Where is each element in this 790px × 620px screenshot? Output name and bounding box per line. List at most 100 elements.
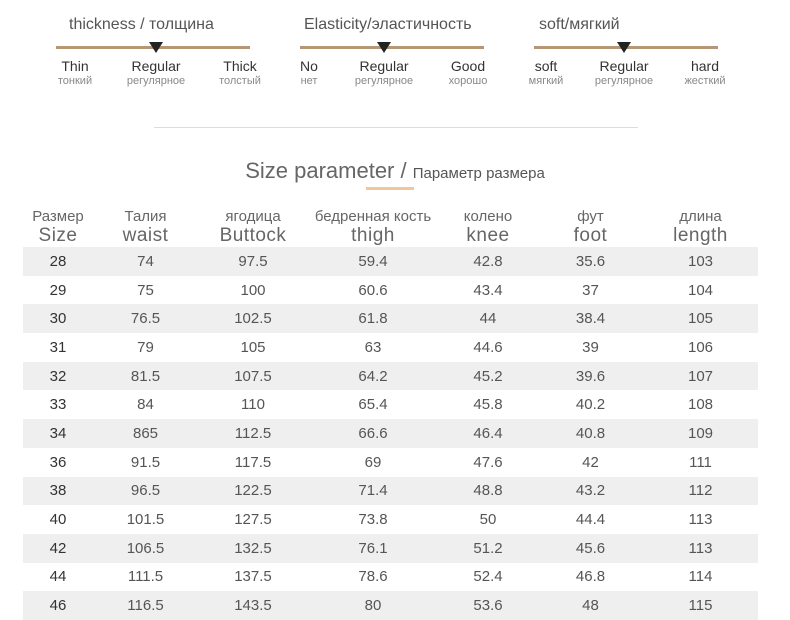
table-cell: 39 [582, 338, 599, 356]
table-row: 40 101.5 127.5 73.8 50 44.4 113 [23, 505, 758, 534]
table-cell: 65.4 [358, 396, 388, 414]
heading-underline [366, 187, 414, 190]
column-header-length: длина length [673, 208, 728, 247]
table-cell: 127.5 [234, 511, 272, 529]
table-cell: 115 [643, 591, 758, 620]
table-cell: 143.5 [198, 591, 308, 620]
size-cell: 29 [49, 281, 67, 299]
table-cell: 96.5 [93, 476, 198, 506]
table-cell: 40.8 [538, 419, 643, 448]
table-row: 34 865 112.5 66.6 46.4 40.8 109 [23, 419, 758, 448]
table-header-row: Размер Size Талия waist ягодица Buttock бед… [23, 205, 758, 247]
table-cell: 103 [643, 247, 758, 276]
table-cell: 40.2 [575, 396, 606, 414]
table-cell: 51.2 [438, 533, 538, 563]
table-cell: 45.6 [538, 533, 643, 563]
table-cell: 76.5 [93, 304, 198, 334]
table-row: 46 116.5 143.5 80 53.6 48 115 [23, 591, 758, 620]
table-cell: 61.8 [308, 304, 438, 334]
table-cell: 66.6 [308, 419, 438, 448]
table-cell: 112.5 [198, 419, 308, 448]
table-cell: 97.5 [198, 247, 308, 276]
column-header-thigh: бедренная кость thigh [314, 208, 432, 247]
table-cell: 48 [538, 591, 643, 620]
table-cell: 117.5 [234, 453, 272, 471]
thickness-marker-icon [149, 42, 163, 53]
table-cell: 75 [137, 281, 154, 299]
table-row: 32 81.5 107.5 64.2 45.2 39.6 107 [23, 361, 758, 391]
table-cell: 42 [582, 453, 599, 471]
table-cell: 106.5 [93, 533, 198, 563]
size-cell: 36 [49, 453, 67, 471]
size-cell: 42 [23, 533, 93, 563]
size-cell: 40 [49, 511, 67, 529]
table-cell: 44 [438, 304, 538, 334]
thickness-option-regular: Regular регулярное [126, 58, 186, 87]
table-cell: 105 [643, 304, 758, 334]
table-cell: 37 [582, 281, 599, 299]
softness-option-soft: soft мягкий [528, 58, 564, 87]
table-row: 29 75 100 60.6 43.4 37 104 [23, 276, 758, 305]
size-cell: 34 [23, 419, 93, 448]
column-header-foot: фут foot [573, 208, 608, 247]
softness-scale-title: soft/мягкий [539, 16, 620, 33]
table-cell: 104 [687, 281, 714, 299]
table-cell: 105 [240, 338, 266, 356]
size-parameter-heading: Size parameter / Параметр размера [0, 158, 790, 184]
table-cell: 101.5 [126, 511, 165, 529]
table-cell: 46.8 [575, 568, 606, 586]
elasticity-scale-line [300, 46, 484, 49]
size-cell: 30 [23, 304, 93, 334]
column-header-knee: колено knee [463, 208, 513, 247]
table-cell: 78.6 [358, 568, 388, 586]
size-table: Размер Size Талия waist ягодица Buttock бед… [23, 205, 758, 620]
table-cell: 122.5 [198, 476, 308, 506]
size-cell: 44 [49, 568, 67, 586]
size-cell: 46 [23, 591, 93, 620]
table-cell: 111 [689, 453, 712, 471]
table-cell: 38.4 [538, 304, 643, 334]
table-cell: 46.4 [438, 419, 538, 448]
table-cell: 102.5 [198, 304, 308, 334]
table-row: 38 96.5 122.5 71.4 48.8 43.2 112 [23, 476, 758, 506]
table-cell: 44.6 [473, 338, 503, 356]
table-cell: 52.4 [473, 568, 503, 586]
table-row: 42 106.5 132.5 76.1 51.2 45.6 113 [23, 533, 758, 563]
column-header-size: Размер Size [32, 208, 84, 247]
table-cell: 137.5 [234, 568, 272, 586]
table-cell: 73.8 [358, 511, 388, 529]
table-cell: 42.8 [438, 247, 538, 276]
table-cell: 106 [687, 338, 714, 356]
size-cell: 32 [23, 361, 93, 391]
table-cell: 110 [241, 396, 265, 414]
table-cell: 132.5 [198, 533, 308, 563]
heading-main: Size parameter / [245, 158, 413, 183]
table-cell: 116.5 [93, 591, 198, 620]
table-cell: 35.6 [538, 247, 643, 276]
table-cell: 50 [479, 511, 497, 529]
table-cell: 80 [308, 591, 438, 620]
elasticity-option-regular: Regular регулярное [354, 58, 414, 87]
table-cell: 53.6 [438, 591, 538, 620]
table-cell: 113 [643, 533, 758, 563]
table-cell: 63 [364, 338, 382, 356]
table-cell: 91.5 [130, 453, 161, 471]
size-cell: 28 [23, 247, 93, 276]
column-header-waist: Талия waist [122, 208, 169, 247]
elasticity-marker-icon [377, 42, 391, 53]
size-cell: 38 [23, 476, 93, 506]
elasticity-scale-title: Elasticity/эластичность [304, 16, 472, 33]
thickness-option-thick: Thick толстый [219, 58, 261, 87]
table-row: 31 79 105 63 44.6 39 106 [23, 333, 758, 362]
table-cell: 60.6 [358, 281, 388, 299]
table-row: 28 74 97.5 59.4 42.8 35.6 103 [23, 247, 758, 276]
elasticity-option-no: No нет [300, 58, 318, 87]
table-cell: 84 [137, 396, 154, 414]
table-cell: 108 [687, 396, 714, 414]
table-row: 36 91.5 117.5 69 47.6 42 111 [23, 448, 758, 477]
table-row: 30 76.5 102.5 61.8 44 38.4 105 [23, 304, 758, 334]
table-cell: 44.4 [575, 511, 606, 529]
table-cell: 43.2 [538, 476, 643, 506]
table-cell: 100 [240, 281, 266, 299]
table-cell: 113 [688, 511, 713, 529]
